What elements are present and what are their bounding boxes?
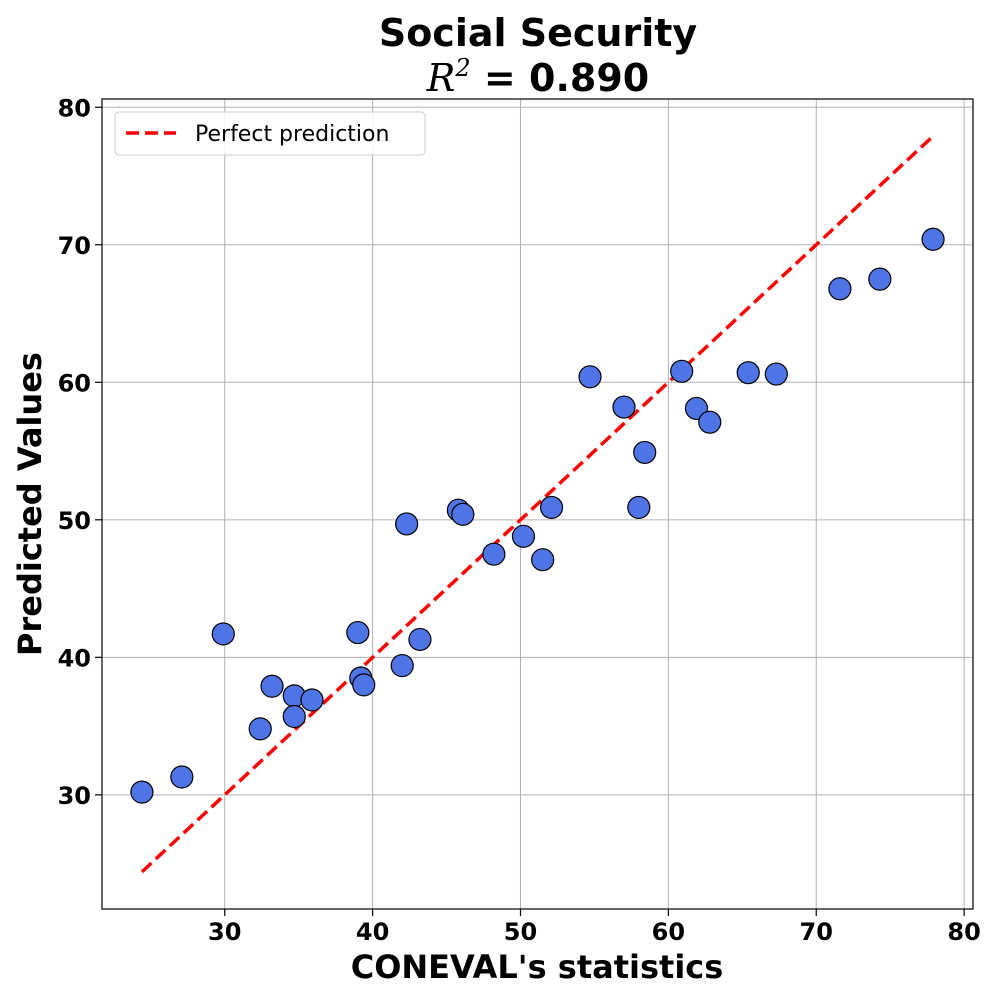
legend-label: Perfect prediction	[195, 122, 389, 147]
data-point	[764, 362, 788, 386]
data-point	[408, 627, 432, 652]
legend: Perfect prediction	[114, 111, 426, 156]
x-axis-ticks: 30 40 50 60 70 80	[208, 909, 981, 946]
data-point	[828, 277, 852, 301]
chart-title: Social Security	[379, 11, 698, 55]
x-tick-label: 40	[356, 918, 389, 946]
y-tick-label: 60	[58, 369, 91, 397]
legend-box	[114, 111, 426, 156]
r2-value: = 0.890	[471, 56, 650, 100]
data-point	[633, 440, 657, 465]
grid	[102, 99, 973, 909]
y-tick-label: 30	[58, 782, 91, 810]
data-point	[352, 673, 376, 697]
y-axis-label: Predicted Values	[11, 352, 49, 656]
data-points	[130, 227, 945, 804]
plot-frame	[101, 98, 974, 910]
data-point	[211, 622, 235, 646]
data-point	[539, 495, 564, 520]
data-point	[627, 495, 651, 520]
data-point	[451, 502, 475, 526]
y-tick-label: 80	[58, 94, 91, 122]
data-point	[170, 765, 194, 789]
data-point	[511, 524, 536, 548]
x-axis-label: CONEVAL's statistics	[351, 948, 724, 986]
r2-exponent: 2	[454, 54, 470, 82]
data-point	[390, 653, 414, 678]
data-point	[612, 395, 636, 419]
x-tick-label: 80	[947, 918, 980, 946]
chart-subtitle: R2 = 0.890	[426, 54, 649, 100]
y-axis-ticks: 30 40 50 60 70 80	[58, 94, 102, 810]
data-point	[130, 780, 154, 804]
r2-symbol: R	[426, 56, 456, 100]
data-point	[670, 359, 694, 383]
data-point	[300, 688, 324, 712]
data-point	[578, 365, 602, 389]
data-point	[698, 410, 722, 434]
y-tick-label: 40	[58, 644, 91, 672]
data-point	[736, 361, 760, 385]
x-tick-label: 30	[208, 918, 241, 946]
x-tick-label: 60	[652, 918, 685, 946]
y-tick-label: 70	[58, 232, 91, 260]
y-tick-label: 50	[58, 507, 91, 535]
perfect-prediction-line	[140, 136, 933, 874]
data-point	[346, 620, 370, 645]
data-point	[395, 512, 419, 536]
reference-line-layer	[140, 136, 933, 874]
data-point	[531, 548, 555, 572]
data-point	[282, 704, 306, 729]
data-point	[482, 542, 506, 566]
data-point	[260, 674, 284, 698]
data-point	[248, 717, 272, 741]
data-point	[868, 267, 892, 291]
data-point	[921, 227, 945, 251]
x-tick-label: 70	[800, 918, 833, 946]
x-tick-label: 50	[504, 918, 537, 946]
